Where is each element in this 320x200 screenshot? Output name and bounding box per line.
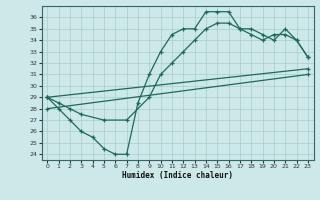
X-axis label: Humidex (Indice chaleur): Humidex (Indice chaleur) — [122, 171, 233, 180]
